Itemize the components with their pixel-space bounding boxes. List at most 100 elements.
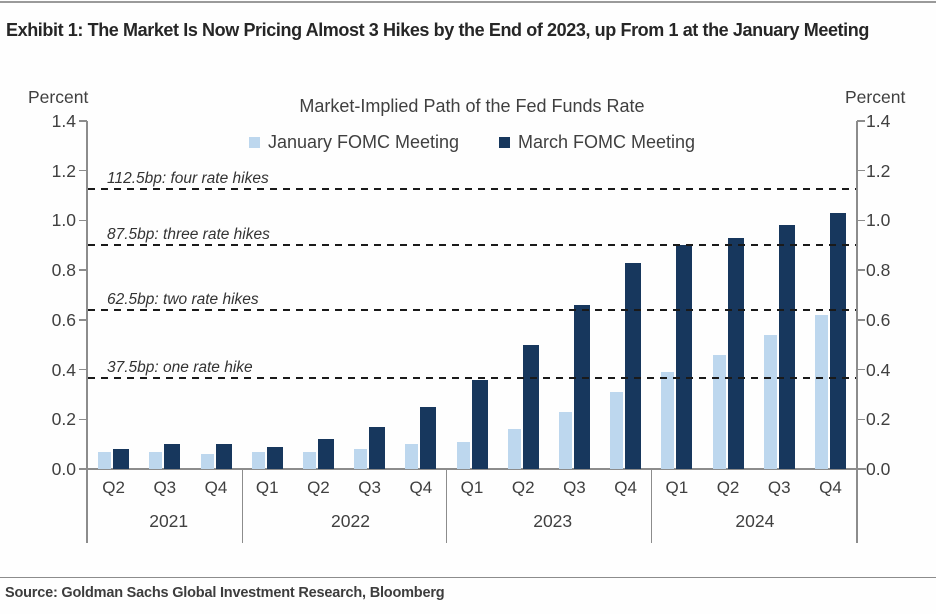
bar-january: [712, 354, 726, 469]
source-divider: [0, 577, 936, 578]
y-tick-mark-left: [79, 368, 87, 371]
reference-line: [88, 377, 856, 380]
bar-march: [829, 213, 846, 469]
y-tick-label-right: 0.2: [866, 409, 891, 430]
bar-group: [805, 121, 856, 469]
bar-january: [661, 372, 675, 469]
bar-march: [727, 237, 744, 469]
legend-label: March FOMC Meeting: [518, 131, 696, 152]
reference-line: [88, 244, 856, 247]
x-tick-label: Q3: [358, 478, 381, 497]
y-tick-mark-right: [857, 169, 865, 172]
y-tick-mark-left: [79, 269, 87, 271]
y-tick-mark-right: [857, 368, 865, 371]
year-separator: [651, 469, 653, 543]
y-tick-mark-left: [79, 120, 87, 122]
year-separator: [446, 469, 448, 543]
bar-january: [405, 444, 419, 469]
x-tick-label: Q4: [409, 478, 433, 497]
reference-line: [88, 188, 856, 191]
bar-group: [395, 121, 446, 469]
y-axis-title-right: Percent: [845, 87, 906, 107]
x-tick-label: Q2: [102, 478, 125, 497]
bar-group: [293, 121, 344, 469]
x-tick-label: Q3: [767, 478, 791, 497]
legend-swatch-icon: [499, 136, 511, 148]
y-axis-title-left: Percent: [28, 87, 89, 107]
bar-march: [215, 444, 232, 469]
y-tick-mark-right: [857, 219, 865, 222]
reference-line-label: 62.5bp: two rate hikes: [104, 289, 262, 309]
x-tick-label: Q2: [307, 478, 330, 497]
y-tick-mark-left: [79, 169, 87, 172]
bar-march: [317, 439, 334, 469]
reference-line-label: 37.5bp: one rate hike: [104, 358, 256, 378]
y-tick-label-left: 0.4: [51, 359, 76, 380]
bar-january: [507, 429, 521, 469]
bar-group: [446, 121, 497, 469]
exhibit-title: Exhibit 1: The Market Is Now Pricing Alm…: [6, 20, 869, 40]
bar-march: [369, 426, 386, 469]
y-tick-label-right: 1.2: [866, 160, 891, 181]
year-separator: [241, 469, 243, 543]
top-divider: [0, 1, 936, 3]
year-label: 2023: [533, 511, 573, 531]
x-tick-label: Q4: [204, 478, 228, 497]
x-axis-baseline: [79, 468, 866, 470]
left-y-axis: [86, 121, 88, 543]
x-tick-label: Q4: [819, 478, 842, 497]
y-tick-label-right: 0.6: [866, 309, 891, 330]
bar-march: [573, 304, 590, 469]
reference-line-label: 112.5bp: four rate hikes: [104, 169, 272, 189]
y-tick-mark-left: [79, 219, 87, 222]
y-tick-label-right: 0.8: [866, 260, 891, 281]
bar-group: [88, 121, 139, 469]
reference-line-label: 87.5bp: three rate hikes: [104, 225, 273, 245]
year-label: 2022: [331, 511, 370, 531]
y-tick-label-right: 1.0: [866, 210, 891, 231]
bar-plot-area: [88, 121, 856, 469]
y-tick-mark-left: [79, 319, 87, 321]
legend-item: March FOMC Meeting: [499, 132, 695, 153]
x-tick-label: Q2: [511, 478, 535, 497]
bar-march: [676, 245, 693, 469]
bar-january: [354, 449, 368, 469]
bar-march: [625, 262, 642, 469]
bar-march: [471, 379, 488, 469]
y-tick-label-left: 0.0: [51, 459, 76, 479]
bar-january: [558, 411, 572, 469]
legend-swatch-icon: [248, 136, 260, 148]
bar-january: [814, 314, 828, 469]
bar-march: [266, 446, 283, 469]
bar-january: [456, 441, 470, 469]
y-tick-label-right: 0.0: [866, 459, 891, 479]
x-tick-label: Q3: [153, 478, 177, 497]
y-tick-label-left: 0.8: [51, 260, 76, 281]
bar-january: [200, 454, 214, 469]
y-tick-label-right: 1.4: [866, 111, 891, 131]
bar-group: [242, 121, 293, 469]
y-tick-label-left: 1.4: [51, 111, 76, 131]
legend-item: January FOMC Meeting: [248, 132, 459, 153]
bar-group: [190, 121, 241, 469]
bar-march: [522, 344, 539, 469]
bar-january: [610, 391, 624, 469]
bar-group: [139, 121, 190, 469]
y-tick-label-left: 1.2: [51, 160, 76, 181]
bar-group: [702, 121, 753, 469]
bar-january: [98, 451, 112, 469]
y-tick-label-left: 0.2: [51, 409, 76, 430]
bar-group: [651, 121, 702, 469]
y-tick-mark-right: [857, 269, 865, 271]
quarter-label-row: Q2 Q3 Q4 Q1 Q2 Q3 Q4 Q1 Q2 Q3 Q4 Q1 Q2 Q3 Q4: [88, 473, 856, 504]
bar-march: [778, 225, 795, 469]
chart-title: Market-Implied Path of the Fed Funds Rat…: [299, 96, 645, 116]
y-tick-mark-left: [79, 418, 87, 421]
x-tick-label: Q2: [716, 478, 740, 497]
y-tick-label-left: 0.6: [51, 309, 76, 330]
year-label-row: 2021 2022 2023 2024: [88, 504, 856, 543]
bar-group: [600, 121, 651, 469]
bar-march: [164, 444, 181, 469]
y-tick-mark-right: [857, 319, 865, 321]
